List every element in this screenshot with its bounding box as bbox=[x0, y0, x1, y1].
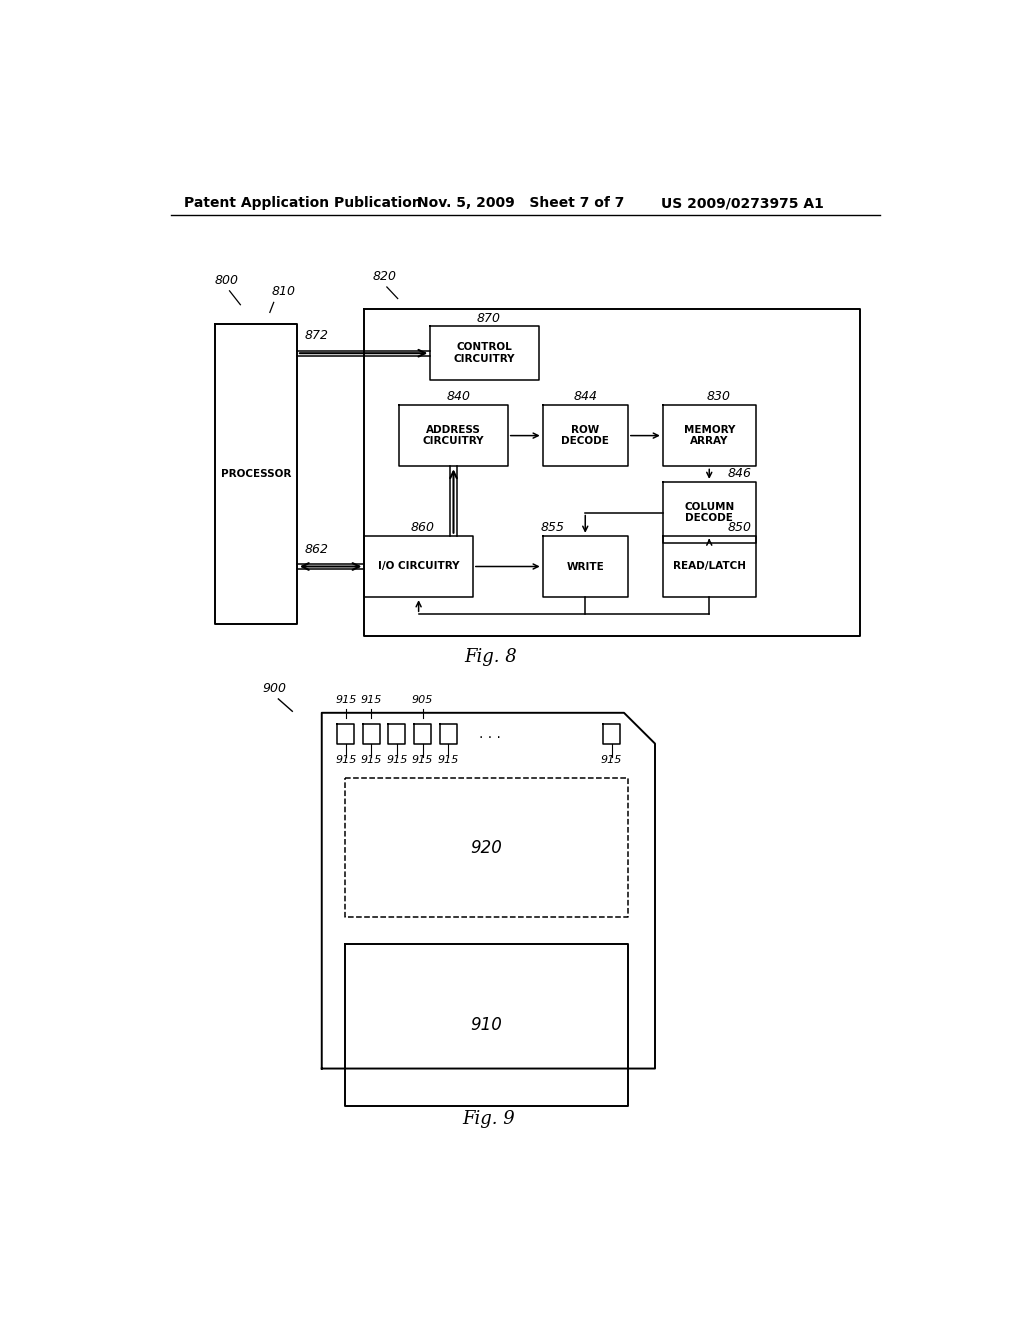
Text: 800: 800 bbox=[215, 275, 239, 286]
Text: READ/LATCH: READ/LATCH bbox=[673, 561, 745, 572]
Text: 850: 850 bbox=[728, 521, 752, 535]
Text: 915: 915 bbox=[335, 694, 356, 705]
Text: 860: 860 bbox=[411, 521, 434, 535]
Text: WRITE: WRITE bbox=[566, 561, 604, 572]
Text: COLUMN
DECODE: COLUMN DECODE bbox=[684, 502, 734, 524]
Text: US 2009/0273975 A1: US 2009/0273975 A1 bbox=[662, 197, 824, 210]
Text: ADDRESS
CIRCUITRY: ADDRESS CIRCUITRY bbox=[423, 425, 484, 446]
Text: MEMORY
ARRAY: MEMORY ARRAY bbox=[684, 425, 735, 446]
Text: 915: 915 bbox=[412, 755, 433, 764]
Text: . . .: . . . bbox=[479, 727, 501, 742]
Text: 915: 915 bbox=[437, 755, 459, 764]
Text: 910: 910 bbox=[470, 1015, 503, 1034]
Text: 915: 915 bbox=[386, 755, 408, 764]
Text: 872: 872 bbox=[305, 330, 329, 342]
Text: 820: 820 bbox=[373, 271, 397, 282]
Text: 870: 870 bbox=[476, 312, 501, 325]
Text: 915: 915 bbox=[601, 755, 623, 764]
Text: Fig. 8: Fig. 8 bbox=[464, 648, 517, 667]
Text: PROCESSOR: PROCESSOR bbox=[221, 469, 291, 479]
Text: 920: 920 bbox=[470, 838, 503, 857]
Text: 844: 844 bbox=[573, 391, 597, 403]
Text: 900: 900 bbox=[262, 682, 286, 696]
Text: 905: 905 bbox=[412, 694, 433, 705]
Text: 810: 810 bbox=[271, 285, 295, 298]
Text: 915: 915 bbox=[335, 755, 356, 764]
Text: 915: 915 bbox=[360, 694, 382, 705]
Text: 830: 830 bbox=[707, 391, 730, 403]
Text: Nov. 5, 2009   Sheet 7 of 7: Nov. 5, 2009 Sheet 7 of 7 bbox=[417, 197, 625, 210]
Text: 915: 915 bbox=[360, 755, 382, 764]
Text: 846: 846 bbox=[728, 467, 752, 480]
Text: 855: 855 bbox=[541, 521, 565, 535]
Text: Fig. 9: Fig. 9 bbox=[462, 1110, 515, 1129]
Text: Patent Application Publication: Patent Application Publication bbox=[183, 197, 422, 210]
Text: 862: 862 bbox=[305, 543, 329, 556]
Text: 840: 840 bbox=[446, 391, 471, 403]
Text: ROW
DECODE: ROW DECODE bbox=[561, 425, 609, 446]
Text: I/O CIRCUITRY: I/O CIRCUITRY bbox=[378, 561, 460, 572]
Text: CONTROL
CIRCUITRY: CONTROL CIRCUITRY bbox=[454, 342, 515, 364]
